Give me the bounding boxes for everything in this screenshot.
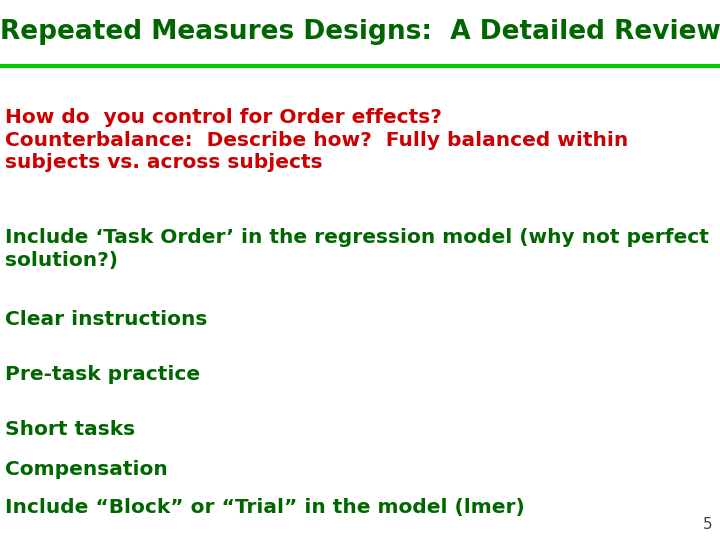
- Text: Short tasks: Short tasks: [5, 420, 135, 439]
- Text: Repeated Measures Designs:  A Detailed Review: Repeated Measures Designs: A Detailed Re…: [0, 19, 720, 45]
- Text: Include “Block” or “Trial” in the model (lmer): Include “Block” or “Trial” in the model …: [5, 498, 525, 517]
- Text: Pre-task practice: Pre-task practice: [5, 365, 200, 384]
- Text: Compensation: Compensation: [5, 460, 168, 479]
- Text: Clear instructions: Clear instructions: [5, 310, 207, 329]
- Text: Include ‘Task Order’ in the regression model (why not perfect
solution?): Include ‘Task Order’ in the regression m…: [5, 228, 709, 270]
- Text: How do  you control for Order effects?
Counterbalance:  Describe how?  Fully bal: How do you control for Order effects? Co…: [5, 108, 629, 172]
- Text: 5: 5: [703, 517, 712, 532]
